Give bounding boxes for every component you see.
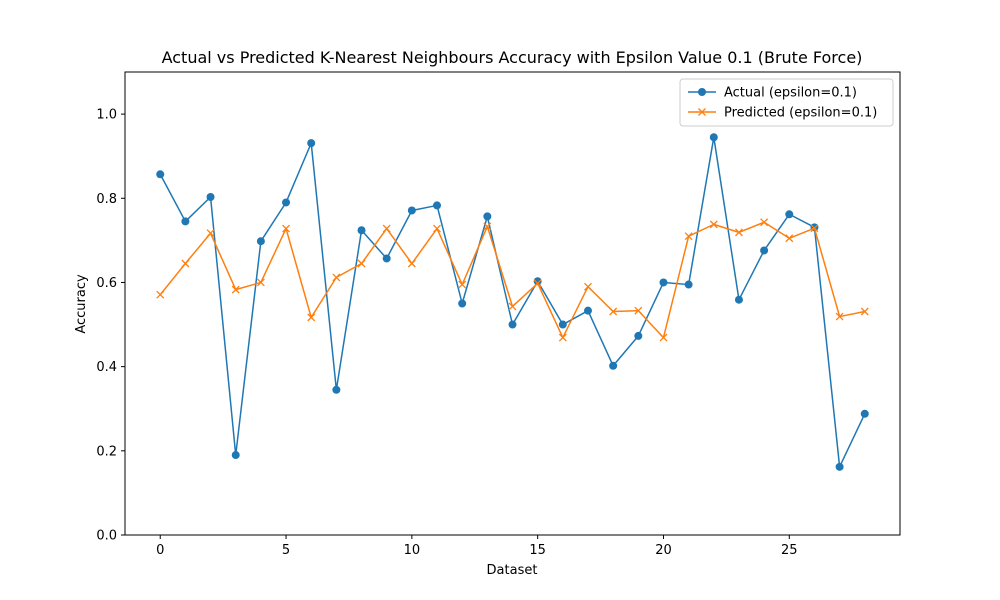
data-point: [785, 210, 794, 219]
data-point: [835, 462, 844, 471]
data-point: [810, 224, 819, 233]
x-tick-label: 10: [404, 543, 421, 558]
data-point: [609, 361, 618, 370]
data-point: [382, 224, 391, 233]
data-point: [307, 139, 316, 148]
data-point: [231, 451, 240, 460]
data-point: [282, 224, 290, 233]
data-point: [357, 226, 366, 235]
data-point: [558, 320, 567, 329]
data-point: [433, 201, 442, 210]
y-tick-label: 0.6: [96, 276, 117, 291]
x-tick-label: 25: [781, 543, 798, 558]
data-point: [684, 232, 693, 241]
series-line-1: [159, 221, 865, 339]
data-point: [256, 278, 265, 287]
data-point: [533, 277, 542, 286]
chart-title: Actual vs Predicted K-Nearest Neighbours…: [162, 48, 863, 67]
data-point: [206, 229, 215, 238]
y-tick-label: 0.4: [96, 360, 117, 375]
data-point: [583, 306, 592, 315]
legend-label: Predicted (epsilon=0.1): [724, 106, 877, 121]
data-point: [206, 193, 215, 202]
legend-marker: [698, 88, 706, 96]
data-point: [609, 307, 618, 316]
data-point: [156, 170, 165, 179]
data-point: [735, 228, 743, 237]
data-point: [709, 220, 718, 229]
data-point: [533, 279, 542, 288]
data-point: [508, 320, 517, 329]
legend-box: [679, 78, 894, 127]
x-tick-label: 0: [156, 543, 164, 558]
data-point: [282, 198, 291, 207]
data-point: [483, 222, 492, 231]
data-point: [659, 278, 668, 287]
data-point: [156, 290, 165, 299]
data-point: [307, 313, 316, 322]
data-point: [181, 259, 190, 268]
data-point: [760, 218, 769, 227]
axes-frame: [124, 71, 901, 536]
legend: Actual (epsilon=0.1) Predicted (epsilon=0…: [679, 78, 894, 127]
data-point: [785, 234, 794, 243]
legend-entry: Predicted (epsilon=0.1): [688, 106, 877, 121]
y-tick-label: 0.2: [96, 444, 117, 459]
data-point: [382, 254, 391, 263]
x-tick-label: 20: [655, 543, 672, 558]
series-line-0: [159, 136, 866, 468]
data-point: [483, 212, 492, 221]
data-point: [860, 307, 869, 316]
data-point: [684, 280, 693, 289]
data-point: [407, 206, 416, 215]
data-point: [508, 302, 517, 311]
y-axis-label: Accuracy: [74, 274, 89, 334]
x-axis-label: Dataset: [487, 563, 538, 578]
y-tick-label: 0.0: [96, 529, 117, 544]
data-point: [407, 259, 416, 268]
data-point: [734, 295, 743, 304]
data-point: [458, 280, 467, 289]
data-point: [709, 133, 718, 142]
data-point: [860, 409, 869, 418]
y-tick-label: 1.0: [96, 108, 117, 123]
y-tick-label: 0.8: [96, 192, 117, 207]
data-point: [231, 285, 240, 294]
data-point: [332, 273, 341, 282]
x-tick-label: 15: [529, 543, 546, 558]
legend-label: Actual (epsilon=0.1): [724, 86, 857, 101]
x-tick-label: 5: [282, 543, 290, 558]
data-point: [558, 333, 567, 342]
data-point: [584, 282, 592, 291]
data-point: [181, 217, 190, 226]
data-point: [634, 331, 643, 340]
legend-marker: [698, 108, 706, 116]
data-point: [332, 385, 341, 394]
data-point: [659, 333, 668, 342]
data-point: [357, 259, 366, 268]
data-point: [835, 312, 844, 321]
data-point: [760, 246, 769, 255]
data-point: [433, 224, 441, 233]
data-point: [256, 237, 265, 246]
data-point: [634, 306, 643, 315]
plot-area: 0 5 10 15 20 25 0.0 0.2 0.4 0.6 0.8 1.0: [96, 71, 901, 558]
legend-entry: Actual (epsilon=0.1): [688, 86, 857, 101]
data-point: [458, 299, 467, 308]
